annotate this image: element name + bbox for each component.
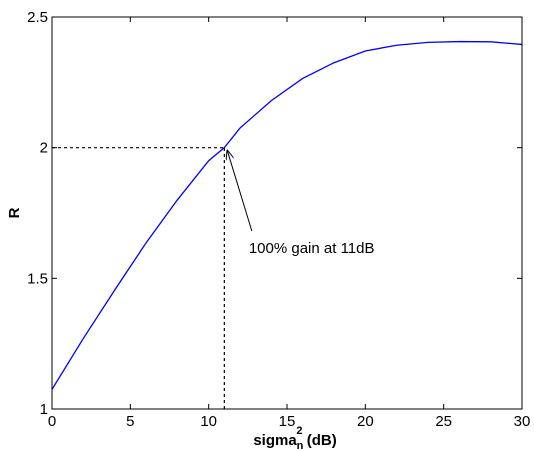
plot-background <box>52 17 522 409</box>
axis-labels: sigman2 (dB) R <box>6 207 337 452</box>
series-layer <box>51 40 523 390</box>
x-tick-label: 30 <box>514 413 531 430</box>
y-tick-label: 1 <box>40 401 48 418</box>
y-tick-label: 2.5 <box>27 9 48 26</box>
reference-lines <box>52 147 225 409</box>
x-tick-label: 25 <box>435 413 452 430</box>
x-tick-label: 10 <box>200 413 217 430</box>
annotation-layer: 100% gain at 11dB <box>227 151 374 257</box>
x-tick-label: 5 <box>126 413 134 430</box>
x-axis-label: sigman2 (dB) <box>253 425 336 452</box>
series-line-0 <box>51 40 523 390</box>
annotation-text: 100% gain at 11dB <box>249 240 375 257</box>
annotation-arrow <box>227 151 253 232</box>
y-tick-label: 1.5 <box>27 270 48 287</box>
y-axis-label: R <box>6 207 23 218</box>
x-tick-label: 20 <box>357 413 374 430</box>
x-tick-label: 0 <box>48 413 56 430</box>
tick-layer: 0 5 10 15 20 25 30 1 1.5 2 2.5 <box>27 9 530 430</box>
y-tick-label: 2 <box>40 140 48 157</box>
x-tick-label: 15 <box>279 413 296 430</box>
